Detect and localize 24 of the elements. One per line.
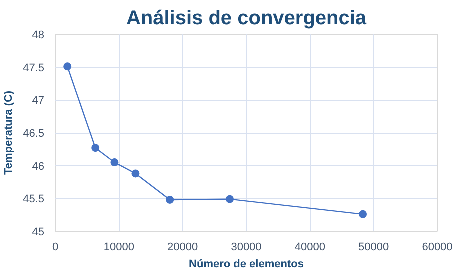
y-tick-label: 47	[32, 95, 45, 108]
y-tick-label: 48	[32, 30, 45, 42]
x-tick-label: 60000	[422, 242, 453, 254]
y-tick-label: 46.5	[23, 128, 45, 140]
x-tick-label: 30000	[231, 242, 262, 254]
y-tick-label: 45.5	[23, 194, 45, 206]
point	[226, 195, 234, 204]
x-tick-label: 50000	[358, 242, 390, 254]
x-tick-label: 40000	[294, 242, 326, 254]
point	[64, 62, 72, 71]
y-tick-label: 45	[32, 226, 45, 238]
y-tick-label: 46	[32, 160, 45, 173]
chart-title: Análisis de convergencia	[126, 8, 368, 30]
x-axis-title: Número de elementos	[189, 258, 304, 270]
point	[359, 210, 368, 218]
point	[92, 144, 100, 152]
point	[110, 158, 119, 167]
y-tick-label: 47.5	[23, 62, 45, 74]
x-tick-label: 20000	[168, 242, 198, 254]
point	[132, 170, 140, 178]
y-axis-title: Temperatura (C)	[3, 90, 16, 176]
point	[166, 196, 174, 204]
x-tick-label: 10000	[104, 242, 134, 254]
x-tick-label: 0	[52, 242, 59, 254]
